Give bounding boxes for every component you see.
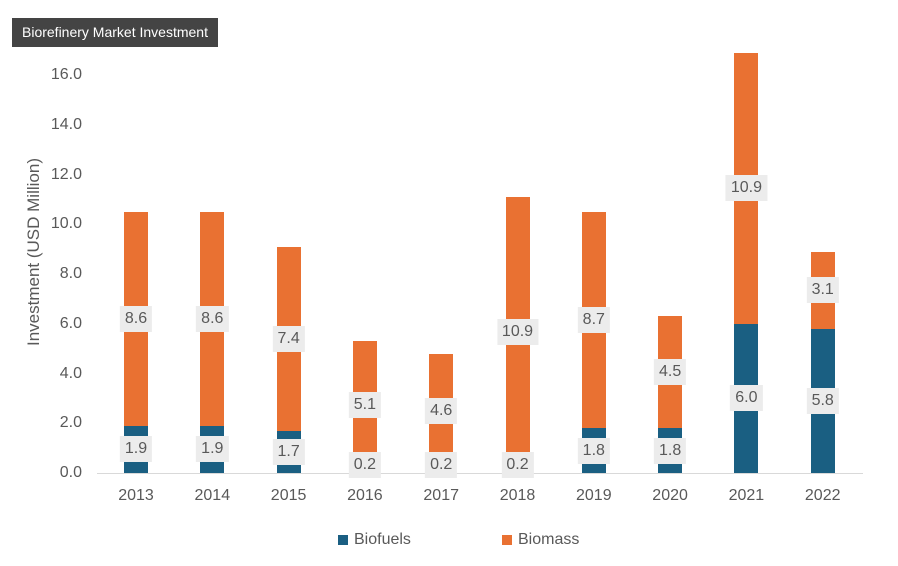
- y-tick-label: 14.0: [50, 115, 82, 133]
- x-axis-line: [97, 473, 863, 474]
- x-tick-label: 2019: [576, 487, 612, 504]
- data-label-biomass: 8.6: [196, 305, 229, 332]
- data-label-biomass: 10.9: [496, 319, 539, 346]
- y-tick-label: 4.0: [59, 364, 82, 382]
- legend-label-biomass: Biomass: [518, 531, 580, 548]
- y-tick-label: 2.0: [59, 414, 82, 432]
- data-label-biofuels: 0.2: [425, 452, 458, 478]
- data-label-biofuels: 6.0: [730, 385, 763, 412]
- x-tick-label: 2013: [118, 487, 154, 504]
- chart-title: Biorefinery Market Investment: [12, 18, 218, 47]
- x-tick-label: 2018: [499, 487, 536, 504]
- data-label-biofuels: 1.7: [272, 438, 305, 465]
- data-label-biomass: 8.7: [577, 307, 610, 334]
- y-tick-label: 0.0: [59, 464, 82, 481]
- legend-item-biofuels[interactable]: Biofuels: [338, 531, 411, 549]
- data-label-biofuels: 1.8: [577, 437, 610, 464]
- data-label-biofuels: 1.9: [119, 436, 153, 463]
- legend-item-biomass[interactable]: Biomass: [502, 531, 579, 549]
- x-tick-label: 2017: [423, 487, 459, 504]
- data-label-biomass: 5.1: [348, 391, 382, 418]
- x-tick-label: 2022: [804, 487, 841, 504]
- data-label-biofuels: 5.8: [806, 387, 839, 414]
- biomass-swatch-icon: [502, 535, 512, 545]
- data-label-biomass: 10.9: [725, 175, 767, 202]
- data-label-biofuels: 1.8: [653, 437, 687, 464]
- x-tick-label: 2016: [347, 487, 383, 504]
- biofuels-swatch-icon: [338, 535, 348, 545]
- data-label-biomass: 3.1: [806, 277, 839, 304]
- y-tick-label: 10.0: [50, 215, 82, 233]
- data-label-biofuels: 0.2: [501, 452, 534, 478]
- y-tick-label: 6.0: [59, 314, 82, 332]
- y-tick-label: 16.0: [50, 66, 82, 83]
- y-tick-label: 8.0: [59, 265, 82, 282]
- data-label-biofuels: 0.2: [348, 452, 382, 478]
- data-label-biomass: 4.5: [653, 359, 687, 386]
- data-label-biomass: 8.6: [119, 305, 153, 332]
- data-label-biomass: 4.6: [425, 397, 458, 424]
- data-label-biofuels: 1.9: [196, 436, 229, 463]
- x-tick-label: 2014: [194, 487, 231, 504]
- x-tick-label: 2015: [270, 487, 307, 504]
- data-label-biomass: 7.4: [272, 325, 305, 352]
- x-tick-label: 2021: [728, 487, 765, 504]
- y-tick-label: 12.0: [50, 165, 82, 183]
- legend-label-biofuels: Biofuels: [354, 531, 411, 548]
- x-tick-label: 2020: [652, 487, 688, 504]
